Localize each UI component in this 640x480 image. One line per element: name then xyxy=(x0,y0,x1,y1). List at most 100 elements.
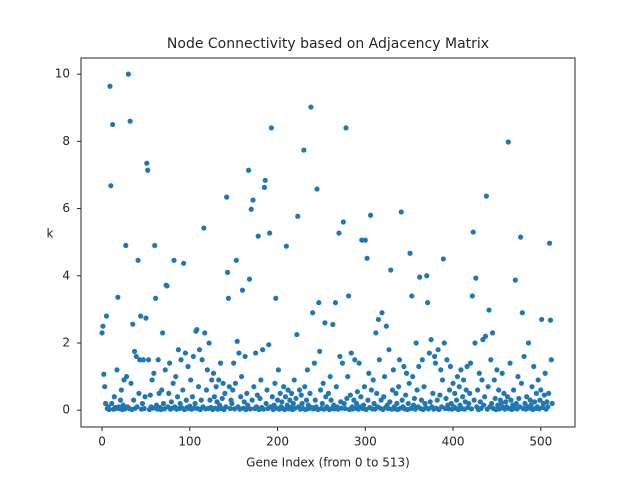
point xyxy=(440,256,446,262)
point xyxy=(127,118,133,124)
point xyxy=(499,370,505,376)
point xyxy=(263,400,269,407)
point xyxy=(181,260,187,266)
y-tick-label: 0 xyxy=(62,403,70,417)
point xyxy=(115,294,121,300)
point xyxy=(317,387,324,393)
point xyxy=(173,373,179,380)
point xyxy=(301,147,307,153)
point xyxy=(515,373,521,380)
point xyxy=(432,360,439,366)
point xyxy=(260,406,267,412)
point xyxy=(472,340,478,346)
point xyxy=(170,380,176,386)
point xyxy=(160,330,166,336)
point xyxy=(482,394,488,400)
point xyxy=(190,353,196,360)
point xyxy=(441,340,447,346)
point xyxy=(285,387,291,393)
point xyxy=(267,230,273,236)
point xyxy=(182,350,189,356)
point xyxy=(268,125,275,131)
point xyxy=(241,399,247,405)
point xyxy=(512,277,518,283)
point xyxy=(234,338,240,344)
x-tick-label: 200 xyxy=(266,435,289,449)
point xyxy=(419,357,425,363)
point xyxy=(178,357,184,363)
point xyxy=(492,395,498,402)
point xyxy=(108,183,114,189)
point xyxy=(264,387,270,393)
point xyxy=(439,377,446,383)
point xyxy=(230,387,236,393)
point xyxy=(142,394,148,400)
point xyxy=(498,400,504,407)
point xyxy=(117,397,124,403)
point xyxy=(503,399,509,405)
point xyxy=(307,390,313,396)
point xyxy=(541,392,547,398)
point xyxy=(546,240,553,246)
point xyxy=(312,397,318,403)
point xyxy=(294,331,300,338)
point xyxy=(257,395,263,402)
point xyxy=(411,395,418,402)
point xyxy=(118,387,124,393)
point xyxy=(238,394,244,400)
point xyxy=(538,387,544,393)
point xyxy=(418,397,425,403)
point xyxy=(245,402,251,408)
point xyxy=(320,380,326,386)
point xyxy=(123,242,129,249)
point xyxy=(317,348,323,354)
point xyxy=(488,357,494,363)
point xyxy=(174,394,181,400)
point xyxy=(458,367,464,373)
point xyxy=(250,197,256,203)
point xyxy=(217,360,224,366)
point xyxy=(468,406,475,412)
point xyxy=(302,384,308,390)
point xyxy=(548,357,554,363)
point xyxy=(387,399,393,405)
point xyxy=(410,402,417,408)
point xyxy=(405,400,411,407)
point xyxy=(542,370,548,376)
point xyxy=(151,370,157,376)
point xyxy=(167,360,173,366)
point xyxy=(327,373,333,380)
point xyxy=(535,377,541,383)
point xyxy=(396,357,403,363)
point xyxy=(364,255,370,261)
point xyxy=(316,300,322,306)
point xyxy=(454,373,461,380)
point xyxy=(207,397,213,403)
point xyxy=(528,402,534,408)
point xyxy=(180,387,186,393)
point xyxy=(279,399,285,405)
point xyxy=(124,373,130,380)
point xyxy=(494,367,500,373)
point xyxy=(367,212,374,218)
point xyxy=(470,229,476,235)
point xyxy=(328,397,334,403)
plot-area xyxy=(99,71,555,413)
point xyxy=(389,387,396,393)
point xyxy=(192,400,198,407)
point xyxy=(251,384,257,390)
y-axis-label: k xyxy=(47,227,54,241)
point xyxy=(202,330,208,336)
point xyxy=(133,353,139,360)
chart-title: Node Connectivity based on Adjacency Mat… xyxy=(167,36,489,52)
point xyxy=(262,177,268,183)
point xyxy=(361,384,368,390)
point xyxy=(210,370,217,376)
point xyxy=(213,384,219,390)
point xyxy=(145,357,152,363)
point xyxy=(141,405,147,412)
point xyxy=(508,397,514,403)
point xyxy=(510,387,517,393)
point xyxy=(482,333,489,339)
point xyxy=(194,326,200,333)
